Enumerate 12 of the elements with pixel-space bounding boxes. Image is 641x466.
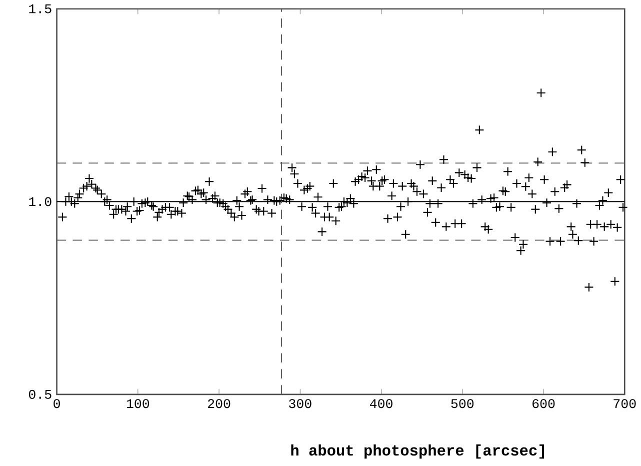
y-tick-label: 0.5 bbox=[28, 390, 52, 399]
x-tick-label: 100 bbox=[126, 399, 150, 408]
x-tick-label: 600 bbox=[532, 399, 555, 408]
x-tick-label: 300 bbox=[289, 399, 312, 408]
x-tick-label: 400 bbox=[370, 399, 392, 408]
x-tick-label: 700 bbox=[614, 399, 636, 408]
y-tick-label: 1.5 bbox=[29, 4, 52, 14]
x-tick-label: 0 bbox=[54, 399, 60, 408]
y-tick-label: 1.0 bbox=[29, 197, 52, 206]
x-axis-title: h about photosphere [arcsec] bbox=[291, 444, 544, 459]
x-tick-label: 200 bbox=[208, 399, 230, 408]
x-tick-label: 500 bbox=[451, 399, 474, 408]
